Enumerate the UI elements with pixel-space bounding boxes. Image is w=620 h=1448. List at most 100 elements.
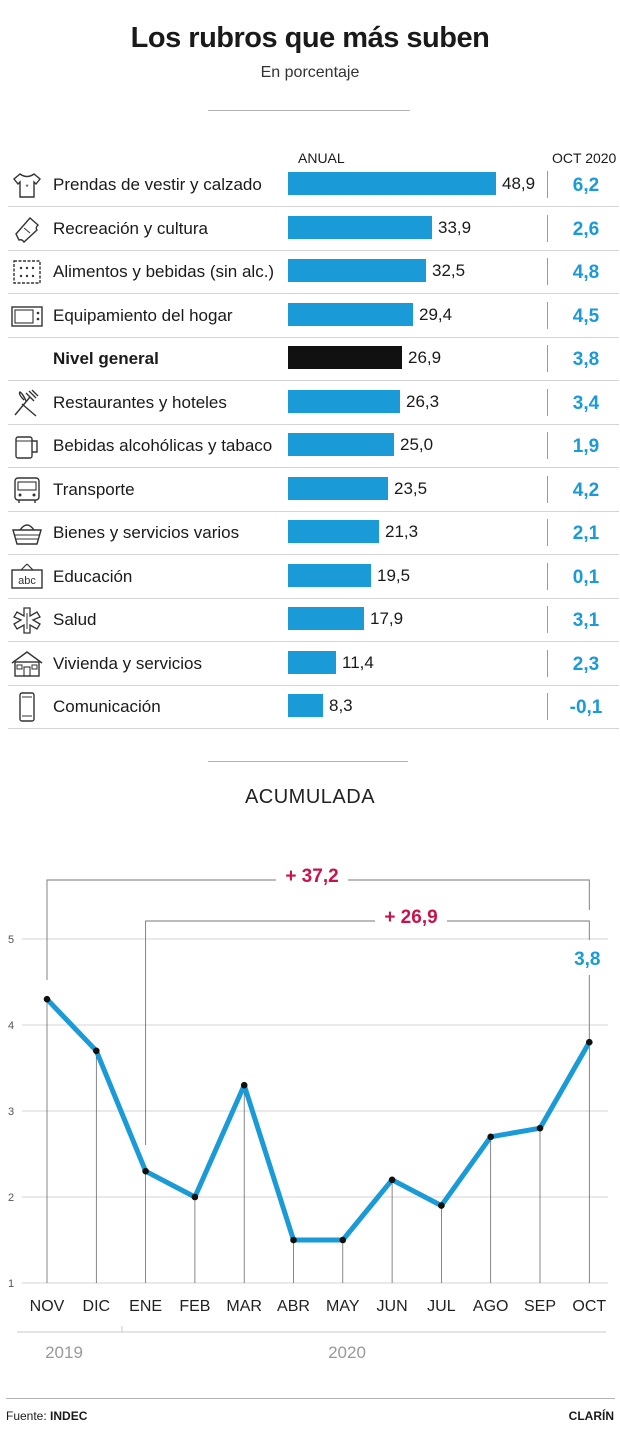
data-point [536, 1124, 544, 1132]
row-label: Comunicación [53, 697, 161, 716]
row-label: Nivel general [53, 349, 159, 368]
x-tick-label: AGO [473, 1298, 509, 1315]
annual-bar [288, 520, 379, 543]
column-separator [547, 649, 548, 677]
table-row: Recreación y cultura 33,9 2,6 [8, 207, 619, 251]
y-tick-label: 5 [8, 934, 14, 946]
column-separator [547, 693, 548, 720]
x-tick-label: ENE [129, 1298, 162, 1315]
column-separator [547, 214, 548, 242]
y-tick-label: 1 [8, 1278, 14, 1290]
column-separator [547, 606, 548, 633]
annual-bar [288, 433, 394, 456]
section-label: ACUMULADA [244, 786, 376, 808]
row-label: Educación [53, 566, 133, 586]
x-tick-label: FEB [179, 1298, 210, 1315]
data-point [487, 1133, 495, 1141]
bracket-annual [46, 879, 590, 980]
footer-divider [6, 1398, 615, 1399]
table-row: Transporte 23,5 4,2 [8, 468, 619, 512]
data-point [438, 1202, 445, 1209]
row-label: Bienes y servicios varios [53, 523, 240, 542]
table-row: Equipamiento del hogar 29,4 4,5 [8, 294, 619, 338]
source-name: INDEC [50, 1409, 88, 1423]
annual-value: 29,4 [419, 304, 453, 324]
annual-value: 33,9 [438, 217, 472, 237]
row-label: Prendas de vestir y calzado [53, 175, 262, 194]
oct-value: 6,2 [572, 175, 600, 196]
oct-value: 3,8 [572, 349, 600, 370]
annual-value: 32,5 [432, 261, 466, 280]
y-tick-label: 4 [8, 1020, 14, 1032]
annual-bar [288, 389, 400, 413]
data-point [290, 1236, 297, 1244]
row-label: Equipamiento del hogar [53, 305, 233, 325]
annual-value: 8,3 [329, 696, 353, 715]
oct-value: 4,8 [572, 262, 600, 283]
oct-value: 1,9 [572, 436, 600, 457]
column-separator [547, 258, 548, 285]
table-row: Restaurantes y hoteles 26,3 3,4 [8, 381, 619, 425]
annual-bar [288, 607, 364, 630]
series-line [45, 997, 592, 1243]
medical-icon [10, 605, 44, 635]
microwave-icon [10, 301, 44, 331]
data-point [43, 995, 51, 1003]
x-tick-label: JUN [377, 1298, 408, 1315]
phone-icon [10, 692, 44, 722]
middle-divider [208, 761, 408, 762]
oct-value: 3,1 [572, 610, 600, 631]
annual-bar [288, 346, 402, 369]
x-tick-label: NOV [30, 1298, 65, 1315]
annual-value: 23,5 [394, 478, 428, 498]
column-header-anual: ANUAL [298, 150, 345, 166]
column-separator [547, 171, 548, 198]
year-label: 2019 [45, 1343, 83, 1362]
annotation-year-to-date: + 26,9 [384, 907, 437, 928]
annual-value: 21,3 [385, 522, 419, 541]
column-separator [547, 432, 548, 459]
abc-board-icon: abc [10, 562, 44, 592]
source-note: Fuente: INDEC [6, 1409, 87, 1423]
annual-bar [288, 172, 496, 195]
oct-value: 4,5 [572, 305, 600, 327]
ticket-icon [10, 214, 44, 244]
row-label: Vivienda y servicios [53, 653, 202, 673]
table-row: Nivel general 26,9 3,8 [8, 337, 619, 381]
column-separator [547, 345, 548, 372]
annual-value: 26,3 [406, 391, 440, 411]
column-separator [547, 388, 548, 416]
svg-text:abc: abc [18, 575, 36, 587]
x-tick-label: OCT [572, 1298, 606, 1315]
oct-value: 2,1 [572, 523, 600, 544]
page-title: Los rubros que más suben [130, 22, 490, 54]
oct-value: -0,1 [569, 697, 603, 718]
data-point [191, 1193, 199, 1201]
row-label: Bebidas alcohólicas y tabaco [53, 436, 273, 455]
x-tick-label: SEP [524, 1298, 556, 1315]
brand-name: CLARÍN [568, 1409, 614, 1423]
x-tick-label: MAR [226, 1298, 262, 1315]
annotation-annual: + 37,2 [285, 866, 338, 887]
top-divider [208, 110, 410, 111]
column-separator [547, 475, 548, 503]
y-tick-label: 2 [8, 1192, 14, 1204]
cracker-icon [10, 257, 44, 287]
row-label: Transporte [53, 479, 135, 499]
x-tick-label: DIC [83, 1298, 111, 1315]
last-value-label: 3,8 [574, 949, 600, 970]
annotation-year-to-date-bg [375, 906, 447, 928]
annual-bar [288, 476, 388, 500]
accumulated-line-chart: 1 2 3 4 5 + 37,2 + 26,9 3,8 NOV DIC ENE FEB MAR ABR MA… [8, 865, 608, 1362]
table-row: Vivienda y servicios 11,4 2,3 [8, 642, 619, 686]
annual-value: 19,5 [377, 565, 411, 585]
annual-value: 25,0 [400, 435, 434, 454]
data-point [142, 1167, 149, 1175]
table-row: Salud 17,9 3,1 [8, 598, 619, 642]
page-subtitle: En porcentaje [260, 64, 360, 81]
annual-bar [288, 694, 323, 717]
table-row: Comunicación 8,3 -0,1 [8, 685, 619, 729]
row-label: Alimentos y bebidas (sin alc.) [53, 262, 275, 281]
row-label: Recreación y cultura [53, 218, 208, 238]
row-label: Salud [53, 610, 97, 629]
